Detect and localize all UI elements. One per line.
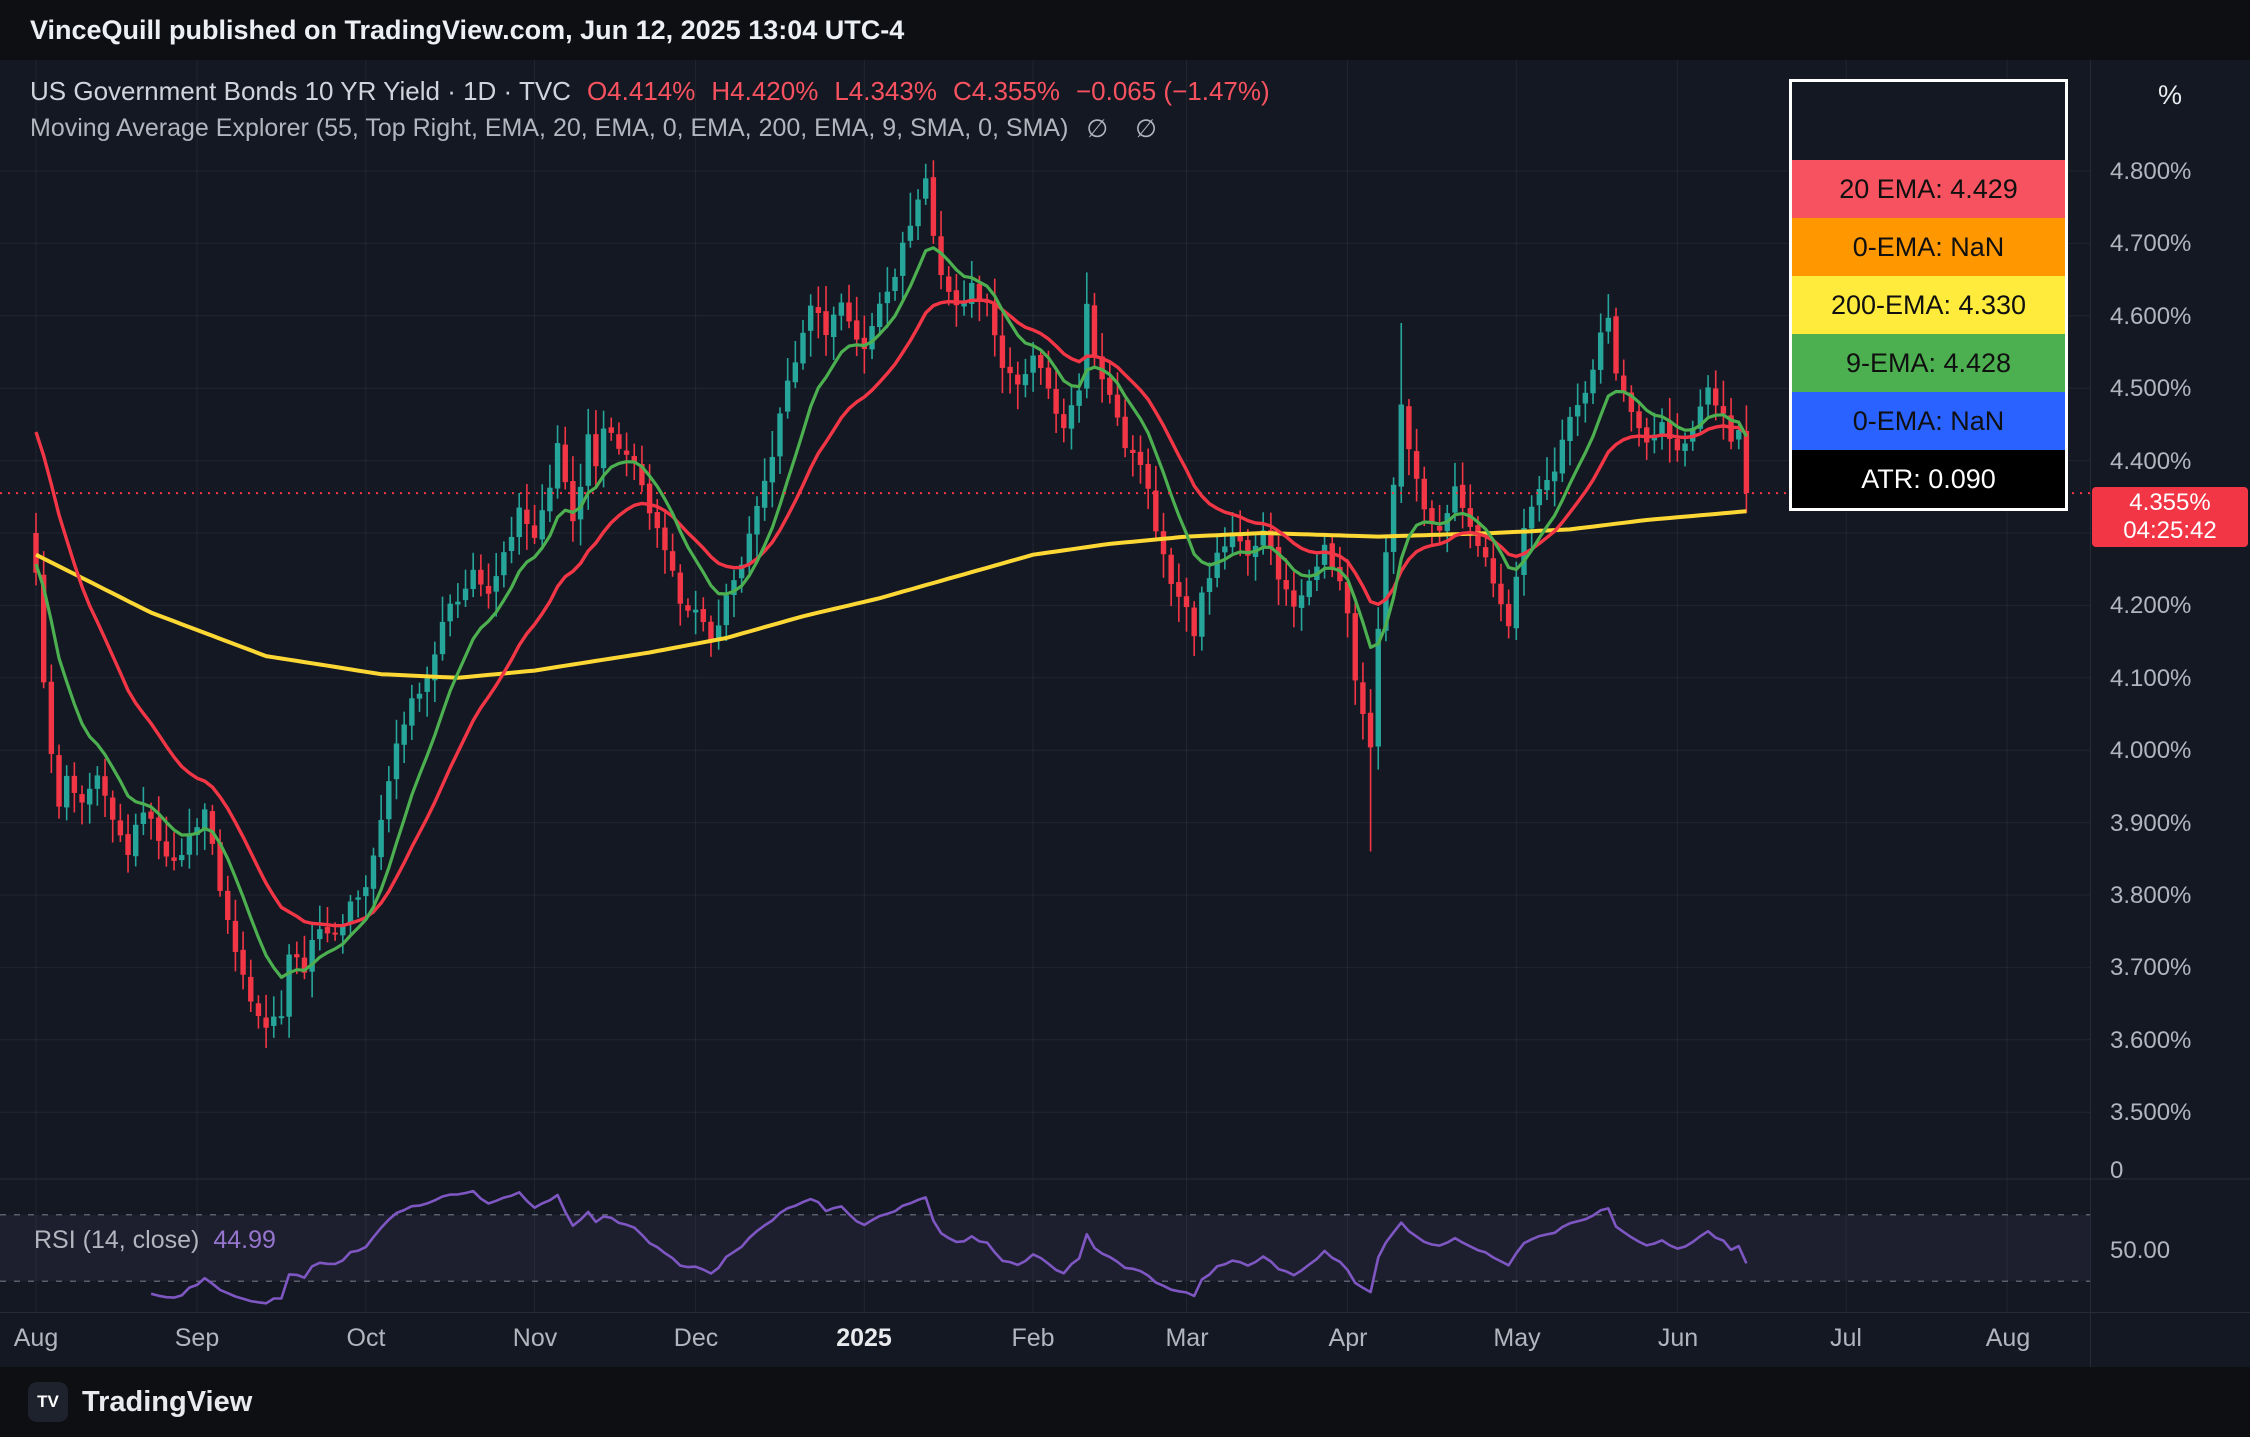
price-axis[interactable] xyxy=(2090,60,2250,1367)
price-axis-zero: 0 xyxy=(2110,1157,2124,1184)
ohlc-low: L4.343% xyxy=(834,76,937,106)
symbol-title[interactable]: US Government Bonds 10 YR Yield · 1D · T… xyxy=(30,76,571,106)
bar-countdown: 04:25:42 xyxy=(2123,517,2217,544)
publish-banner: VinceQuill published on TradingView.com,… xyxy=(0,0,2250,60)
symbol-title-row: US Government Bonds 10 YR Yield · 1D · T… xyxy=(30,76,1270,107)
time-axis[interactable] xyxy=(0,1312,2250,1368)
rsi-label[interactable]: RSI (14, close) xyxy=(34,1226,200,1254)
indicator-title[interactable]: Moving Average Explorer (55, Top Right, … xyxy=(30,114,1069,142)
time-tick: Mar xyxy=(1165,1324,1209,1352)
time-tick: Jul xyxy=(1830,1324,1862,1352)
time-tick: May xyxy=(1493,1324,1541,1352)
price-tick: 4.700% xyxy=(2110,230,2192,257)
time-tick: Apr xyxy=(1328,1324,1368,1352)
rsi-axis-50: 50.00 xyxy=(2110,1237,2171,1264)
ohlc-change: −0.065 (−1.47%) xyxy=(1075,76,1270,106)
time-tick: Jun xyxy=(1657,1324,1699,1352)
tradingview-logo-icon[interactable]: TV xyxy=(28,1382,68,1422)
price-tick: 3.900% xyxy=(2110,810,2192,837)
time-tick: Aug xyxy=(13,1324,59,1352)
price-axis-unit[interactable]: % xyxy=(2157,80,2182,110)
last-price-value: 4.355% xyxy=(2129,489,2211,516)
rsi-legend[interactable]: RSI (14, close) 44.99 xyxy=(34,1226,276,1255)
time-tick-year: 2025 xyxy=(836,1324,892,1352)
grid-layer xyxy=(0,60,2090,1312)
price-tick: 3.700% xyxy=(2110,954,2192,981)
footer-bar: TV TradingView xyxy=(0,1367,2250,1437)
price-tick: 4.100% xyxy=(2110,665,2192,692)
time-tick: Aug xyxy=(1985,1324,2031,1352)
legend-row-atr: ATR: 0.090 xyxy=(1792,450,2065,508)
price-tick: 4.200% xyxy=(2110,592,2192,619)
legend-row-20ema: 20 EMA: 4.429 xyxy=(1792,160,2065,218)
ohlc-open: O4.414% xyxy=(586,76,696,106)
price-tick: 4.600% xyxy=(2110,303,2192,330)
price-tick: 3.600% xyxy=(2110,1027,2192,1054)
publish-banner-text: VinceQuill published on TradingView.com,… xyxy=(30,14,905,45)
ohlc-high: H4.420% xyxy=(711,76,819,106)
price-tick: 3.800% xyxy=(2110,882,2192,909)
ema20-line xyxy=(34,298,1748,928)
legend-row-0ema-orange: 0-EMA: NaN xyxy=(1792,218,2065,276)
price-tick: 3.500% xyxy=(2110,1099,2192,1126)
ema9-line xyxy=(34,246,1748,979)
indicator-title-row: Moving Average Explorer (55, Top Right, … xyxy=(30,114,1167,144)
price-tick: 4.000% xyxy=(2110,737,2192,764)
indicator-empty-set-icons: ∅ ∅ xyxy=(1086,115,1167,143)
price-tick: 4.400% xyxy=(2110,448,2192,475)
price-tick: 4.500% xyxy=(2110,375,2192,402)
time-tick: Sep xyxy=(174,1324,220,1352)
rsi-line xyxy=(150,1189,1748,1305)
ma-explorer-legend: 20 EMA: 4.429 0-EMA: NaN 200-EMA: 4.330 … xyxy=(1789,79,2068,511)
candles-layer xyxy=(33,160,1750,1049)
rsi-value: 44.99 xyxy=(213,1226,276,1254)
ohlc-close: C4.355% xyxy=(952,76,1060,106)
time-tick: Nov xyxy=(512,1324,558,1352)
time-tick: Dec xyxy=(673,1324,719,1352)
legend-row-200ema: 200-EMA: 4.330 xyxy=(1792,276,2065,334)
tradingview-brand[interactable]: TradingView xyxy=(82,1385,253,1418)
last-price-badge: 4.355% 04:25:42 xyxy=(2092,487,2248,547)
time-tick: Feb xyxy=(1011,1324,1055,1352)
price-tick: 4.800% xyxy=(2110,158,2192,185)
legend-row-9ema: 9-EMA: 4.428 xyxy=(1792,334,2065,392)
time-tick: Oct xyxy=(346,1324,386,1352)
legend-header-cell xyxy=(1792,82,2065,160)
legend-row-0ema-blue: 0-EMA: NaN xyxy=(1792,392,2065,450)
rsi-band-fill xyxy=(0,1214,2090,1282)
